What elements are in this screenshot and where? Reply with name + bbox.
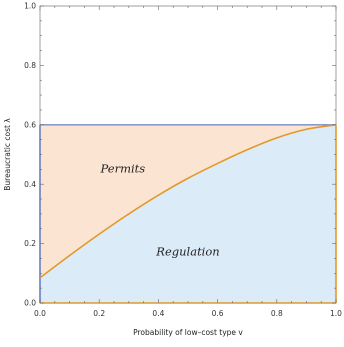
y-tick-label: 0.0	[24, 299, 36, 308]
y-tick-label: 0.4	[24, 180, 36, 189]
regions-layer	[40, 124, 336, 303]
y-tick-label: 0.6	[24, 120, 36, 129]
permits-label: Permits	[100, 161, 146, 175]
x-tick-label: 0.0	[34, 309, 46, 318]
permits-region	[40, 124, 336, 278]
region-labels: Permits Regulation	[100, 161, 220, 258]
boundary-curve	[39, 124, 337, 279]
regulation-region	[40, 124, 336, 303]
x-tick-label: 0.4	[152, 309, 164, 318]
axis-ticks: 0.0 0.2 0.4 0.6 0.8 1.0 0.0 0.2 0.4 0.6 0.8 1.0	[24, 2, 342, 318]
x-tick-label: 0.8	[271, 309, 283, 318]
x-tick-label: 1.0	[330, 309, 342, 318]
y-axis-label: Bureaucratic cost λ	[3, 118, 12, 191]
regulation-label: Regulation	[155, 244, 219, 258]
x-tick-label: 0.2	[93, 309, 105, 318]
x-tick-label: 0.6	[212, 309, 224, 318]
y-tick-label: 0.8	[24, 61, 36, 70]
y-tick-label: 0.2	[24, 239, 36, 248]
y-tick-label: 1.0	[24, 2, 36, 11]
x-axis-label: Probability of low–cost type v	[133, 328, 243, 337]
